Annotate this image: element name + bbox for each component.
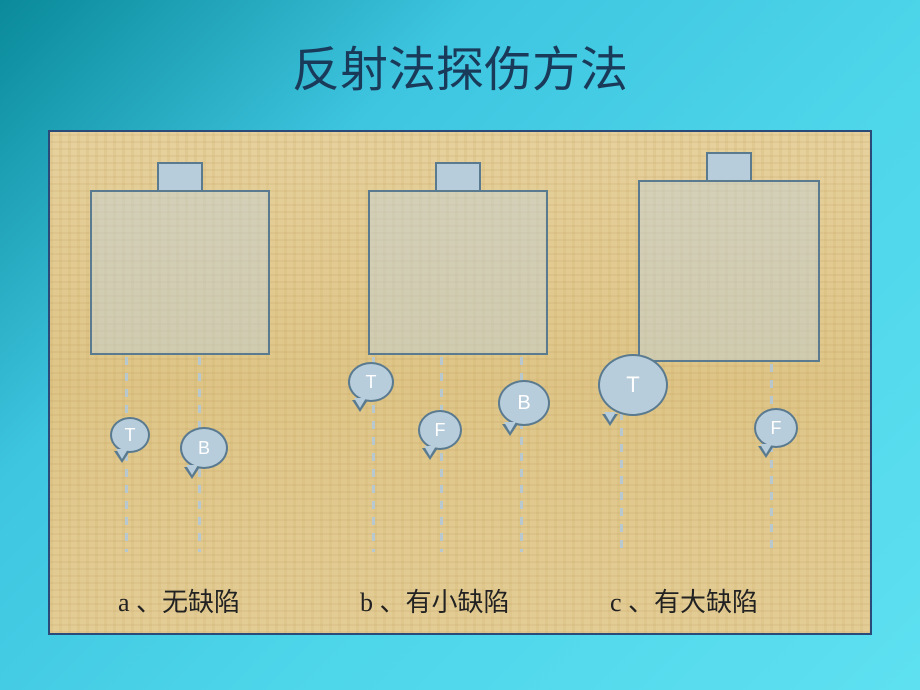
echo-T-b: T [348, 362, 394, 402]
caption-c: c 、有大缺陷 [610, 582, 758, 619]
echo-label: T [626, 372, 639, 398]
echo-label: T [366, 372, 377, 393]
specimen-c [638, 180, 820, 362]
probe-c [706, 152, 752, 182]
specimen-b [368, 190, 548, 355]
echo-F-b: F [418, 410, 462, 450]
echo-label: F [771, 418, 782, 439]
echo-T-c: T [598, 354, 668, 416]
echo-T-a: T [110, 417, 150, 453]
echo-label: B [198, 438, 210, 459]
diagram-panel: T B a 、无缺陷 T F B b 、有小缺陷 T F c 、有大缺陷 [48, 130, 872, 635]
echo-F-c: F [754, 408, 798, 448]
echo-label: F [435, 420, 446, 441]
specimen-a [90, 190, 270, 355]
echo-B-a: B [180, 427, 228, 469]
guide-line [770, 364, 773, 552]
probe-b [435, 162, 481, 192]
page-title: 反射法探伤方法 [0, 0, 920, 100]
caption-a: a 、无缺陷 [118, 582, 240, 619]
probe-a [157, 162, 203, 192]
echo-label: B [517, 392, 530, 415]
echo-B-b: B [498, 380, 550, 426]
caption-b: b 、有小缺陷 [360, 582, 510, 619]
guide-line [440, 357, 443, 552]
echo-label: T [125, 425, 136, 446]
